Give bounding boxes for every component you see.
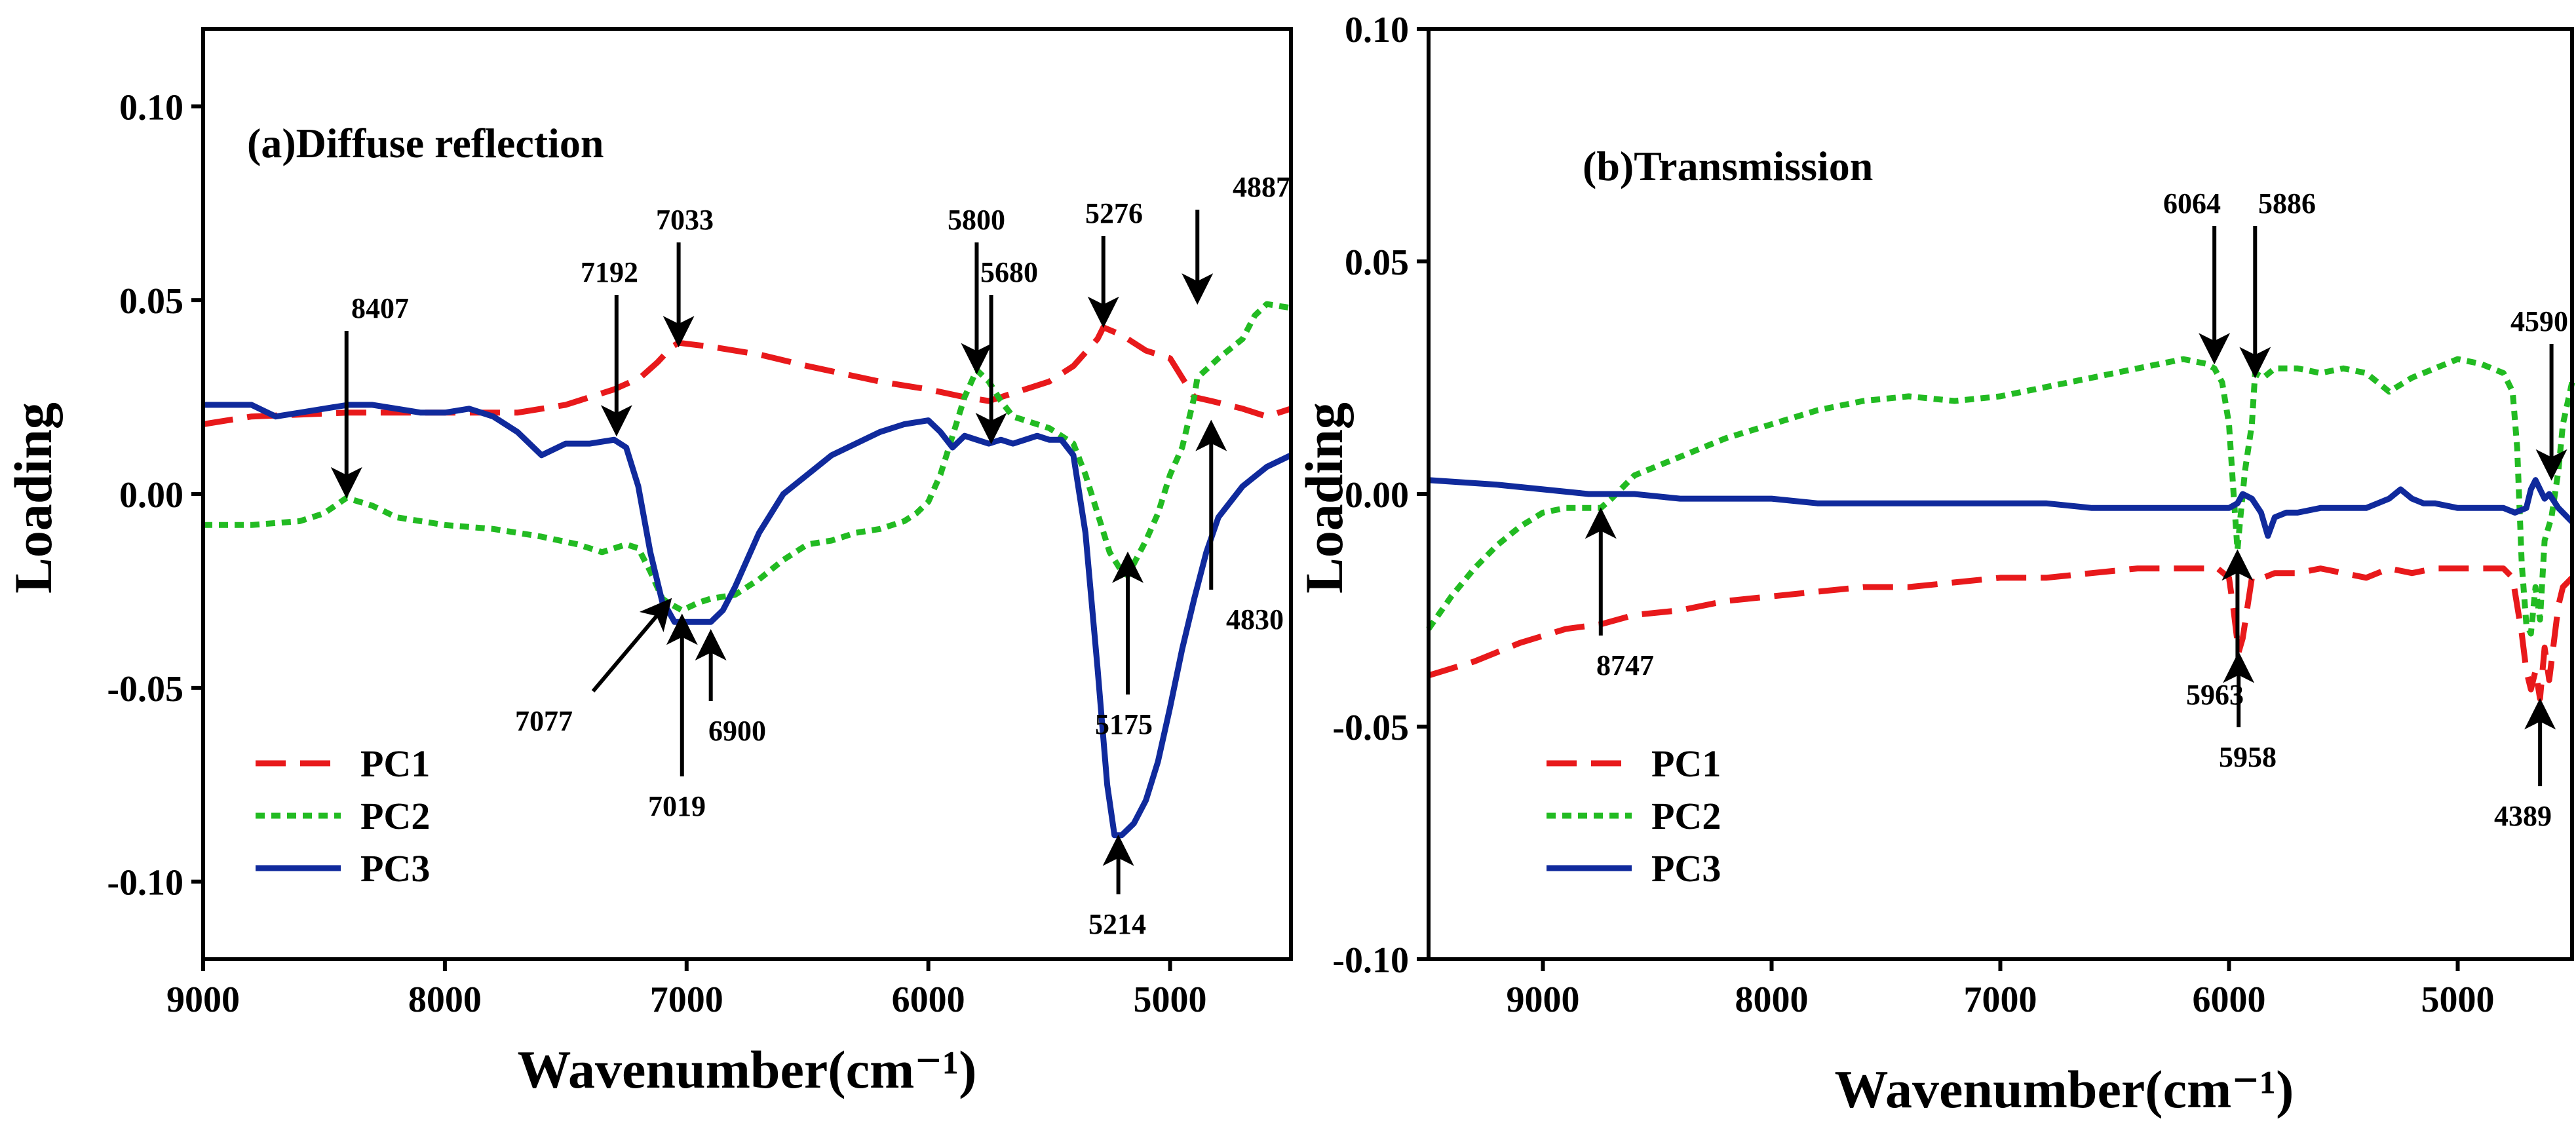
- annotation-arrow: [591, 598, 672, 693]
- panel-a-x-axis-label: Wavenumber(cm⁻¹): [518, 1040, 977, 1099]
- annotation-label: 8747: [1596, 649, 1654, 681]
- panel-a-y-axis-label: Loading: [3, 402, 63, 594]
- annotation-label: 7192: [581, 256, 638, 288]
- x-tick-label: 7000: [1964, 980, 2037, 1020]
- x-tick-label: 6000: [2193, 980, 2266, 1020]
- x-tick-label: 7000: [650, 980, 723, 1020]
- panel-b-series-group: [1426, 356, 2575, 702]
- y-tick-label: -0.05: [107, 669, 183, 710]
- panel-a-annotations: 8407 7192 7033 5800 5680 5276 4887 7077 7019 6900…: [330, 171, 1290, 940]
- legend-label-pc2: PC2: [360, 795, 430, 837]
- annotation-label: 5958: [2219, 741, 2277, 773]
- panel-b-ticks: 9000 8000 7000 6000 5000 -0.10 -0.05 0.00 0.05 0.…: [1332, 10, 2494, 1020]
- annotation-label: 5276: [1085, 197, 1143, 229]
- annotation-label: 4887: [1233, 171, 1290, 203]
- panel-b: (b)Transmission 6064 5886 4590 8747 5963 5958…: [1294, 10, 2575, 1119]
- panel-b-title: (b)Transmission: [1583, 143, 1873, 189]
- panel-b-x-axis-label: Wavenumber(cm⁻¹): [1835, 1059, 2294, 1119]
- series-line-pc2: [1426, 356, 2575, 637]
- panel-a-legend: PC1 PC2 PC3: [256, 742, 430, 890]
- series-line-pc1: [1427, 565, 2575, 702]
- panel-b-y-axis-label: Loading: [1294, 402, 1354, 594]
- panel-b-annotations: 6064 5886 4590 8747 5963 5958 4389: [1585, 187, 2568, 832]
- y-tick-label: 0.05: [1345, 242, 1409, 283]
- y-tick-label: -0.05: [1332, 708, 1409, 748]
- y-tick-label: 0.00: [1345, 475, 1409, 516]
- x-tick-label: 5000: [2421, 980, 2495, 1020]
- panel-a-title: (a)Diffuse reflection: [247, 120, 604, 166]
- series-line-pc3: [1428, 477, 2575, 539]
- x-tick-label: 8000: [408, 980, 482, 1020]
- legend-label-pc3: PC3: [360, 847, 430, 890]
- panel-a-ticks: 9000 8000 7000 6000 5000 -0.10 -0.05 0.00 0.05 0.…: [107, 87, 1206, 1020]
- x-tick-label: 9000: [1507, 980, 1580, 1020]
- annotation-label: 5214: [1088, 908, 1146, 940]
- y-tick-label: 0.00: [119, 475, 183, 516]
- annotation-label: 4590: [2510, 305, 2568, 337]
- x-tick-label: 8000: [1735, 980, 1809, 1020]
- annotation-label: 4830: [1226, 603, 1284, 636]
- annotation-label: 5680: [980, 256, 1038, 288]
- panel-a-series-group: [202, 301, 1292, 839]
- annotation-label: 6900: [708, 715, 766, 747]
- annotation-label: 5963: [2186, 679, 2244, 711]
- series-line-pc1: [202, 324, 1292, 427]
- legend-label-pc1: PC1: [360, 742, 430, 785]
- y-tick-label: 0.10: [1345, 10, 1409, 50]
- annotation-label: 8407: [351, 292, 409, 324]
- annotation-label: 5800: [948, 204, 1005, 236]
- legend-label-pc1: PC1: [1651, 742, 1721, 785]
- annotation-label: 7033: [656, 204, 714, 236]
- y-tick-label: 0.05: [119, 281, 183, 322]
- x-tick-label: 9000: [166, 980, 240, 1020]
- panel-b-legend: PC1 PC2 PC3: [1547, 742, 1721, 890]
- series-line-pc2: [203, 301, 1292, 613]
- annotation-label: 5886: [2258, 187, 2316, 219]
- legend-label-pc3: PC3: [1651, 847, 1721, 890]
- annotation-label: 4389: [2494, 800, 2552, 832]
- y-tick-label: 0.10: [119, 87, 183, 128]
- annotation-label: 7019: [648, 790, 706, 822]
- annotation-label: 5175: [1095, 708, 1153, 740]
- x-tick-label: 5000: [1134, 980, 1207, 1020]
- y-tick-label: -0.10: [107, 863, 183, 904]
- y-tick-label: -0.10: [1332, 940, 1409, 981]
- legend-label-pc2: PC2: [1651, 795, 1721, 837]
- annotation-label: 7077: [515, 705, 573, 737]
- annotation-label: 6064: [2163, 187, 2221, 219]
- series-line-pc3: [203, 402, 1292, 839]
- panel-a: (a)Diffuse reflection 8407 7192 7033 5800 56…: [3, 27, 1293, 1099]
- x-tick-label: 6000: [892, 980, 965, 1020]
